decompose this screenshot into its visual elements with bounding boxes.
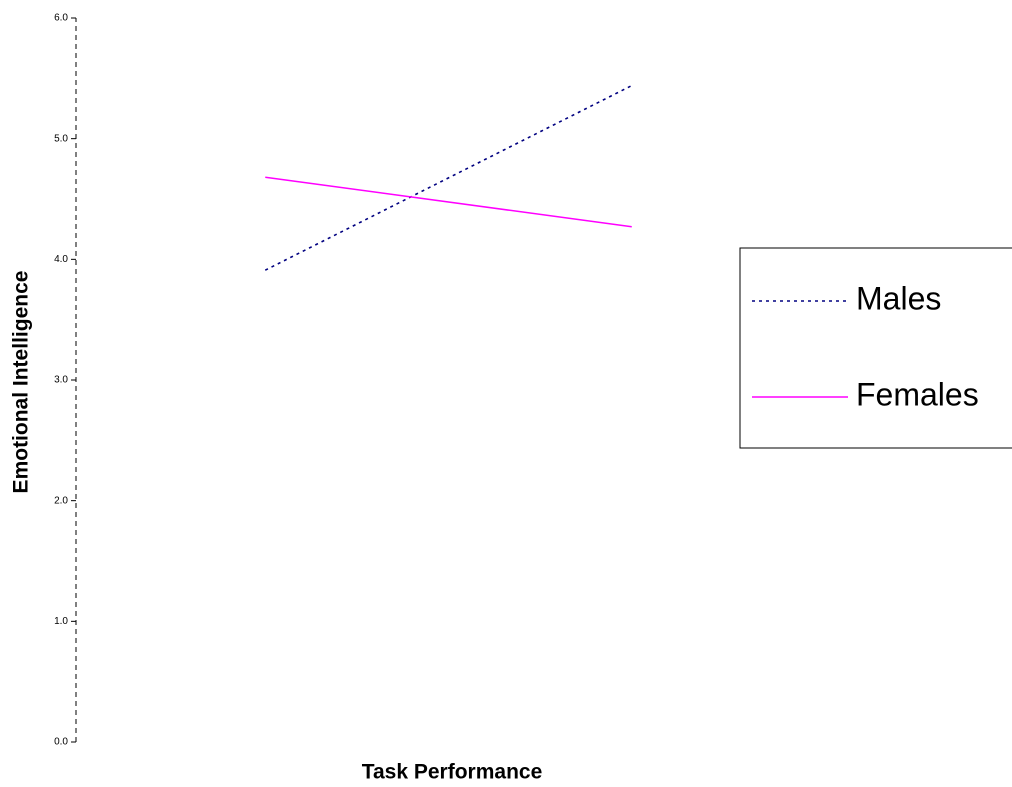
series-line bbox=[264, 84, 633, 271]
series-line bbox=[265, 176, 632, 228]
legend-box bbox=[739, 247, 1012, 449]
y-tick-label: 6.0 bbox=[54, 13, 68, 24]
y-tick-label: 4.0 bbox=[54, 254, 68, 265]
y-tick-label: 5.0 bbox=[54, 133, 68, 144]
y-tick-label: 3.0 bbox=[54, 375, 68, 386]
y-tick-label: 0.0 bbox=[54, 737, 68, 748]
legend-label: Males bbox=[856, 280, 941, 316]
x-axis-title: Task Performance bbox=[362, 761, 543, 784]
y-tick-label: 1.0 bbox=[54, 616, 68, 627]
y-tick-label: 2.0 bbox=[54, 495, 68, 506]
y-axis-title: Emotional Intelligence bbox=[10, 271, 33, 494]
legend-label: Females bbox=[856, 376, 979, 412]
